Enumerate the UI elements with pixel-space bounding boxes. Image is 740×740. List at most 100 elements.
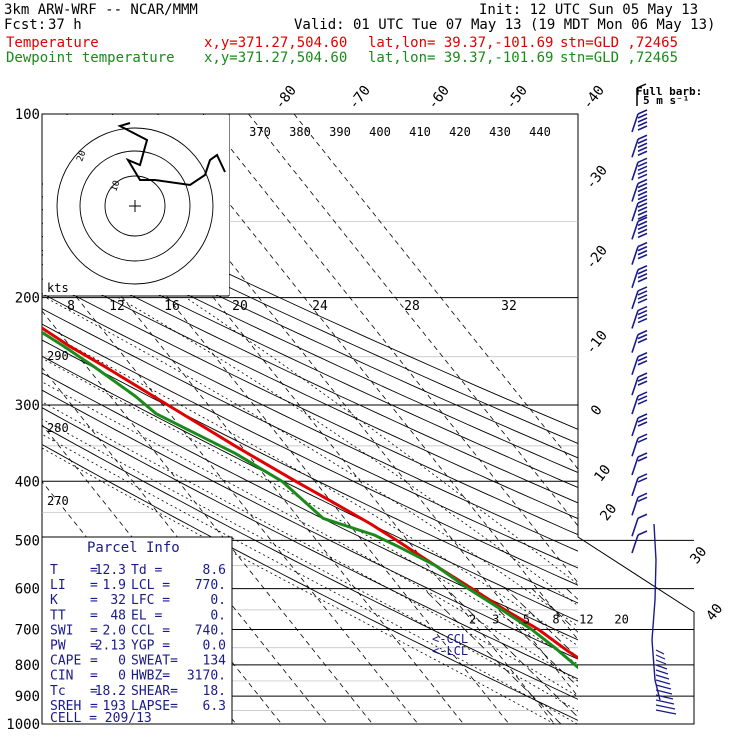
parcel-row-eq: =	[90, 623, 98, 638]
wind-barb-flag	[637, 182, 648, 189]
parcel-row-value: 12.3	[95, 563, 126, 578]
parcel-row-label-2: Td =	[131, 563, 162, 578]
parcel-row-label-2: LAPSE=	[131, 699, 178, 714]
wind-barb-flag	[637, 165, 648, 172]
hodograph-speed-label-28: 28	[404, 299, 420, 314]
forecast-hour: 37 h	[48, 17, 82, 33]
parcel-row-label: TT	[50, 608, 66, 623]
wind-barb-flag	[637, 173, 648, 180]
dry-adiabat-380	[42, 263, 578, 520]
dry-adiabat-300	[42, 389, 578, 660]
init-time: Init: 12 UTC Sun 05 May 13	[479, 2, 699, 18]
parcel-row-value: 0	[118, 654, 126, 669]
wind-barb-flag	[637, 395, 648, 401]
theta-label-430: 430	[489, 125, 511, 139]
wind-barb-flag	[637, 492, 648, 499]
wind-barb	[631, 413, 648, 437]
mixing-ratio-3	[446, 588, 578, 718]
wind-barb-flag	[637, 117, 648, 123]
model-title: 3km ARW-WRF -- NCAR/MMM	[4, 2, 198, 18]
pressure-label-900: 900	[15, 689, 40, 705]
parcel-row-value: 48	[110, 608, 126, 623]
wind-barb-flag	[637, 276, 648, 283]
theta-label-370: 370	[249, 125, 271, 139]
valid-time: Valid: 01 UTC Tue 07 May 13 (19 MDT Mon …	[294, 17, 716, 33]
temperature-line	[42, 326, 578, 660]
theta-label-410: 410	[409, 125, 431, 139]
wind-barb-lower-tick	[655, 704, 676, 710]
wind-barb-flag	[637, 142, 648, 148]
lcl-label: <-LCL	[432, 644, 468, 658]
isotherm-label-30: 30	[687, 544, 710, 567]
wind-barb-staff	[631, 477, 639, 497]
dry-adiabat-420	[42, 208, 578, 459]
theta-left-label-290: 290	[47, 349, 69, 363]
parcel-row-eq: =	[90, 578, 98, 593]
parcel-row-eq: =	[90, 669, 98, 684]
wind-barb-staff	[631, 162, 639, 181]
wind-barb-flag	[637, 329, 648, 336]
dewpoint-latlon: lat,lon= 39.37,-101.69	[368, 50, 554, 66]
wind-barb-flag	[637, 337, 648, 344]
wind-barb-staff	[631, 290, 639, 310]
wind-barb-flag	[637, 268, 648, 275]
wind-barb-flag	[637, 360, 648, 366]
isotherm-label--60: -60	[425, 83, 453, 113]
moist-adiabat-30	[118, 297, 578, 607]
parcel-row-label: CAPE	[50, 654, 81, 669]
wind-barb	[631, 452, 648, 476]
moist-adiabat-10	[42, 381, 578, 682]
hodograph-ring-label-20: 20	[75, 149, 88, 163]
wind-barb	[631, 329, 648, 353]
parcel-info-title: Parcel Info	[87, 540, 180, 556]
wind-barb-staff	[631, 456, 639, 476]
wind-barb-flag	[637, 113, 648, 119]
wind-barb-flag	[637, 286, 648, 292]
parcel-row-value: 0	[118, 669, 126, 684]
parcel-row-value-2: 8.6	[203, 563, 226, 578]
wind-barb	[631, 433, 648, 457]
theta-left-label-280: 280	[47, 421, 69, 435]
isotherm-label-40: 40	[703, 601, 726, 624]
wind-barb-flag	[637, 399, 648, 405]
wind-barb-flag	[637, 417, 648, 423]
wind-barb	[631, 216, 648, 240]
wind-barb-flag	[637, 272, 648, 279]
wind-barb	[631, 178, 648, 202]
wind-barb-flag	[637, 216, 648, 223]
dry-adiabat-290	[42, 407, 578, 680]
wind-barb-flag	[637, 121, 648, 127]
hodograph-ring-1	[79, 150, 191, 262]
wind-barb-flag	[637, 473, 648, 479]
wind-barb-staff	[631, 356, 639, 375]
wind-barb	[631, 264, 648, 288]
wind-barb-flag	[637, 194, 648, 201]
parcel-row-value-2: 0.	[210, 593, 226, 608]
temperature-legend: Temperature	[6, 35, 99, 51]
moist-adiabat-35	[185, 297, 578, 585]
wind-barb-flag	[637, 352, 648, 358]
wind-barb-lower-staff	[651, 523, 661, 701]
isotherm-20	[202, 114, 578, 584]
wind-barb-lower-tick	[655, 669, 669, 675]
parcel-info-box	[41, 536, 233, 725]
isotherm--40	[42, 253, 419, 724]
isotherm-0	[111, 114, 578, 698]
wind-barb	[631, 305, 648, 329]
wind-barb-lower-tick	[655, 709, 677, 715]
dewpoint-line	[42, 330, 578, 670]
wind-barb	[631, 372, 648, 396]
wind-barb-staff	[631, 138, 639, 158]
wind-barb-flag	[637, 161, 648, 168]
hodograph-speed-label-16: 16	[164, 299, 180, 314]
pressure-label-100: 100	[15, 107, 40, 123]
isotherm-10	[157, 114, 578, 641]
wind-barb-staff	[631, 437, 639, 457]
wind-barb	[631, 241, 648, 265]
wind-barb-flag	[637, 138, 648, 144]
dry-adiabat-410	[42, 222, 578, 474]
dry-adiabat-280	[42, 425, 578, 700]
mixing-ratio-2	[423, 588, 562, 724]
pressure-label-700: 700	[15, 623, 40, 639]
hodograph-unit: kts	[47, 281, 69, 295]
